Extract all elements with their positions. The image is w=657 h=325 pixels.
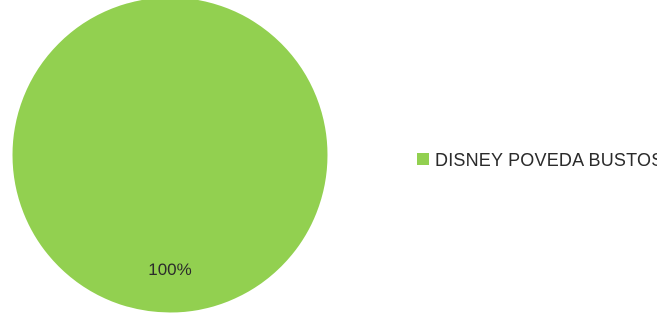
legend-swatch: [417, 153, 429, 165]
legend: DISNEY POVEDA BUSTOS: [417, 147, 657, 173]
legend-entry-label: DISNEY POVEDA BUSTOS: [435, 150, 657, 170]
pie-slices: [11, 0, 329, 314]
pie-slice: [11, 0, 329, 314]
slice-data-label: 100%: [148, 260, 191, 279]
